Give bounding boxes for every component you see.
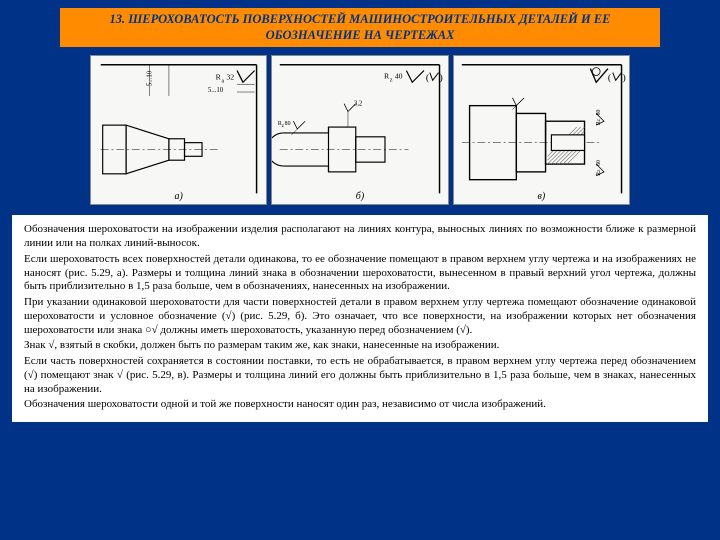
figure-panel-a: 5...10 Ra32 5...10 а) <box>90 55 267 205</box>
svg-text:z: z <box>390 78 393 84</box>
svg-text:40: 40 <box>395 72 403 81</box>
figure-panel-c: ( ) <box>453 55 630 205</box>
svg-text:): ) <box>440 73 443 84</box>
paragraph-5: Если часть поверхностей сохраняется в со… <box>24 355 696 396</box>
figure-label-c: в) <box>537 191 545 202</box>
paragraph-2: Если шероховатость всех поверхностей дет… <box>24 253 696 294</box>
drawing-a-icon: 5...10 Ra32 5...10 <box>91 56 266 204</box>
figure-area: 5...10 Ra32 5...10 а) <box>90 55 630 205</box>
svg-text:32: 32 <box>226 73 234 82</box>
svg-text:(: ( <box>608 73 611 84</box>
svg-text:5...10: 5...10 <box>146 71 153 87</box>
body-text: Обозначения шероховатости на изображении… <box>12 215 708 422</box>
svg-text:): ) <box>622 73 625 84</box>
drawing-b-icon: Rz40 ( ) 3,2 Rz <box>272 56 447 204</box>
figure-panel-b: Rz40 ( ) 3,2 Rz <box>271 55 448 205</box>
svg-text:a: a <box>222 79 225 85</box>
paragraph-1: Обозначения шероховатости на изображении… <box>24 223 696 251</box>
svg-text:(: ( <box>426 73 429 84</box>
svg-text:5...10: 5...10 <box>208 87 224 94</box>
svg-text:3,2: 3,2 <box>354 101 363 108</box>
title-bar: 13. ШЕРОХОВАТОСТЬ ПОВЕРХНОСТЕЙ МАШИНОСТР… <box>60 8 660 47</box>
slide: 13. ШЕРОХОВАТОСТЬ ПОВЕРХНОСТЕЙ МАШИНОСТР… <box>0 0 720 540</box>
svg-text:80: 80 <box>285 121 291 127</box>
title-text: 13. ШЕРОХОВАТОСТЬ ПОВЕРХНОСТЕЙ МАШИНОСТР… <box>109 12 610 42</box>
figure-label-b: б) <box>356 191 364 202</box>
paragraph-6: Обозначения шероховатости одной и той же… <box>24 398 696 412</box>
paragraph-4: Знак √, взятый в скобки, должен быть по … <box>24 339 696 353</box>
paragraph-3: При указании одинаковой шероховатости дл… <box>24 296 696 337</box>
drawing-c-icon: ( ) <box>454 56 629 204</box>
figure-label-a: а) <box>174 191 182 202</box>
